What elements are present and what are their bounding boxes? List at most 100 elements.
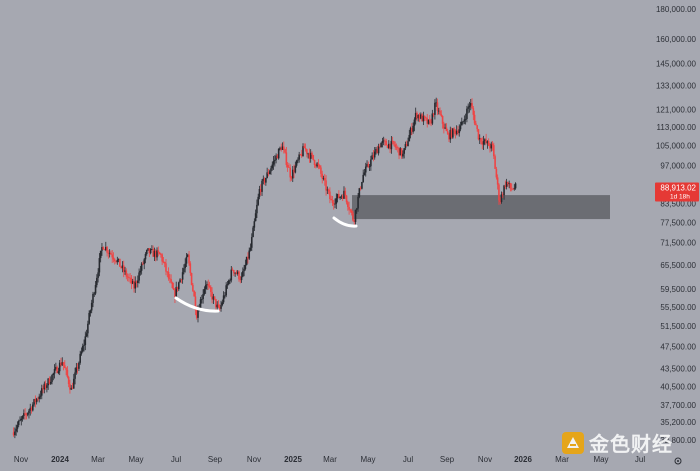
price-tick-label: 40,500.00: [660, 383, 696, 392]
candle-body: [426, 118, 429, 124]
candle-body: [89, 310, 92, 313]
candle-body: [171, 282, 174, 289]
candle-body: [275, 155, 277, 160]
candle-body: [504, 185, 507, 187]
candle-body: [46, 385, 48, 388]
candle-body: [92, 293, 94, 303]
candle-body: [459, 125, 462, 130]
axis-settings-icon[interactable]: [674, 457, 682, 465]
candle-body: [294, 165, 297, 173]
candle-body: [112, 257, 115, 260]
candle-body: [244, 264, 247, 269]
candle-body: [181, 272, 184, 280]
candle-body: [323, 178, 326, 181]
candle-body: [388, 143, 390, 149]
candle-body: [256, 204, 258, 214]
candle-body: [199, 299, 202, 310]
candle-body: [113, 259, 116, 262]
candle-body: [32, 404, 34, 411]
candle-body: [302, 146, 304, 157]
price-tick-label: 43,500.00: [660, 365, 696, 374]
candle-body: [379, 146, 381, 148]
candle-body: [203, 288, 206, 294]
candle-body: [495, 168, 498, 178]
candle-body: [71, 387, 74, 389]
candle-body: [197, 310, 199, 318]
support-zone-layer: [352, 195, 610, 220]
candle-body: [93, 293, 96, 295]
price-tick-label: 55,500.00: [660, 303, 696, 312]
candle-body: [211, 291, 213, 300]
candle-body: [501, 194, 504, 196]
candle-body: [43, 383, 46, 390]
candle-body: [318, 165, 321, 168]
candle-body: [258, 189, 261, 197]
candle-body: [489, 145, 491, 149]
candle-body: [131, 280, 134, 284]
candle-body: [394, 144, 397, 148]
candle-body: [399, 148, 402, 156]
candle-body: [367, 164, 370, 167]
candle-body: [96, 277, 98, 286]
candle-body: [144, 253, 147, 260]
candle-body: [468, 105, 471, 108]
price-tick-label: 113,000.00: [657, 123, 697, 132]
candle-body: [486, 141, 489, 144]
price-tick-label: 145,000.00: [656, 60, 697, 69]
candle-body: [458, 129, 461, 134]
axis-settings-icon-dot: [677, 460, 679, 462]
candle-body: [335, 198, 338, 204]
candle-body: [490, 143, 493, 149]
current-price-value: 88,913.02: [660, 184, 696, 193]
candle-body: [418, 114, 421, 119]
candle-body: [110, 252, 112, 255]
candle-body: [411, 127, 413, 132]
support-zone-box: [352, 195, 610, 220]
candle-body: [102, 247, 105, 250]
time-tick-label: Nov: [247, 455, 261, 464]
candle-body: [208, 285, 211, 287]
price-tick-label: 51,500.00: [660, 322, 696, 331]
candle-body: [84, 336, 87, 345]
candle-body: [341, 196, 344, 199]
candle-body: [460, 121, 463, 126]
candle-body: [288, 167, 290, 168]
candle-body: [366, 164, 368, 167]
candle-body: [106, 247, 108, 253]
candle-body: [280, 147, 283, 150]
candle-body: [184, 263, 186, 269]
candle-body: [262, 178, 265, 181]
candle-body: [475, 123, 477, 126]
candle-body: [149, 249, 152, 254]
candle-body: [336, 194, 339, 199]
candle-body: [376, 148, 379, 154]
candle-body: [230, 269, 233, 281]
candle-body: [385, 140, 388, 146]
candle-body: [462, 121, 464, 123]
candle-body: [326, 189, 329, 191]
candle-body: [416, 112, 418, 119]
candle-body: [439, 110, 441, 115]
candle-body: [477, 129, 480, 140]
candle-body: [151, 249, 153, 250]
candle-body: [188, 254, 190, 264]
candle-body: [30, 407, 33, 411]
candle-body: [259, 189, 262, 192]
current-price-box: [655, 182, 699, 202]
candle-body: [90, 302, 93, 311]
candle-body: [108, 252, 111, 254]
candle-body: [224, 295, 226, 297]
candle-body: [449, 129, 452, 140]
time-tick-label: 2025: [284, 455, 302, 464]
candle-body: [322, 178, 325, 179]
candle-body: [289, 167, 292, 178]
candle-body: [362, 174, 364, 183]
candle-body: [295, 160, 298, 166]
candle-body: [163, 261, 166, 264]
candle-body: [243, 268, 245, 272]
candle-body: [412, 125, 414, 132]
candle-body: [463, 119, 466, 122]
candle-body: [309, 152, 312, 159]
candle-body: [128, 277, 130, 278]
